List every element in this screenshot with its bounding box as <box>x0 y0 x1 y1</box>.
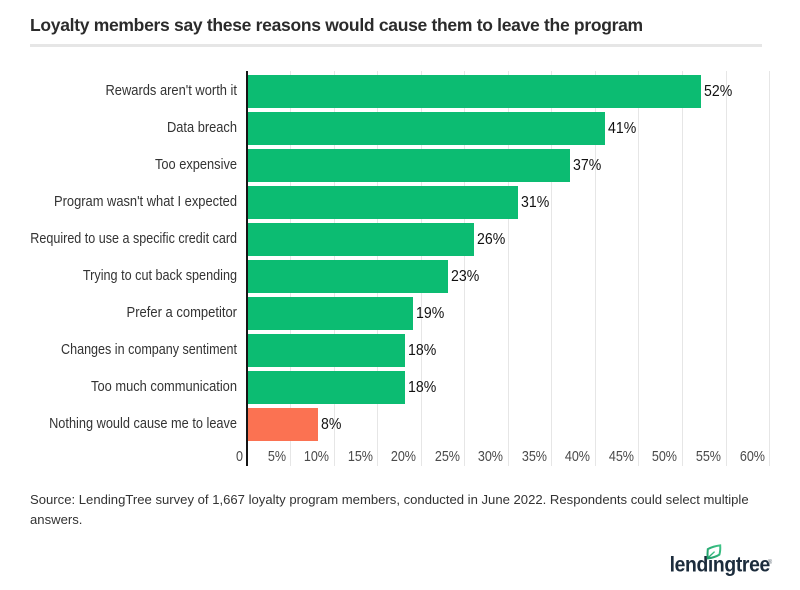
svg-text:®: ® <box>768 559 773 566</box>
svg-text:lendıngtree: lendıngtree <box>670 552 770 576</box>
